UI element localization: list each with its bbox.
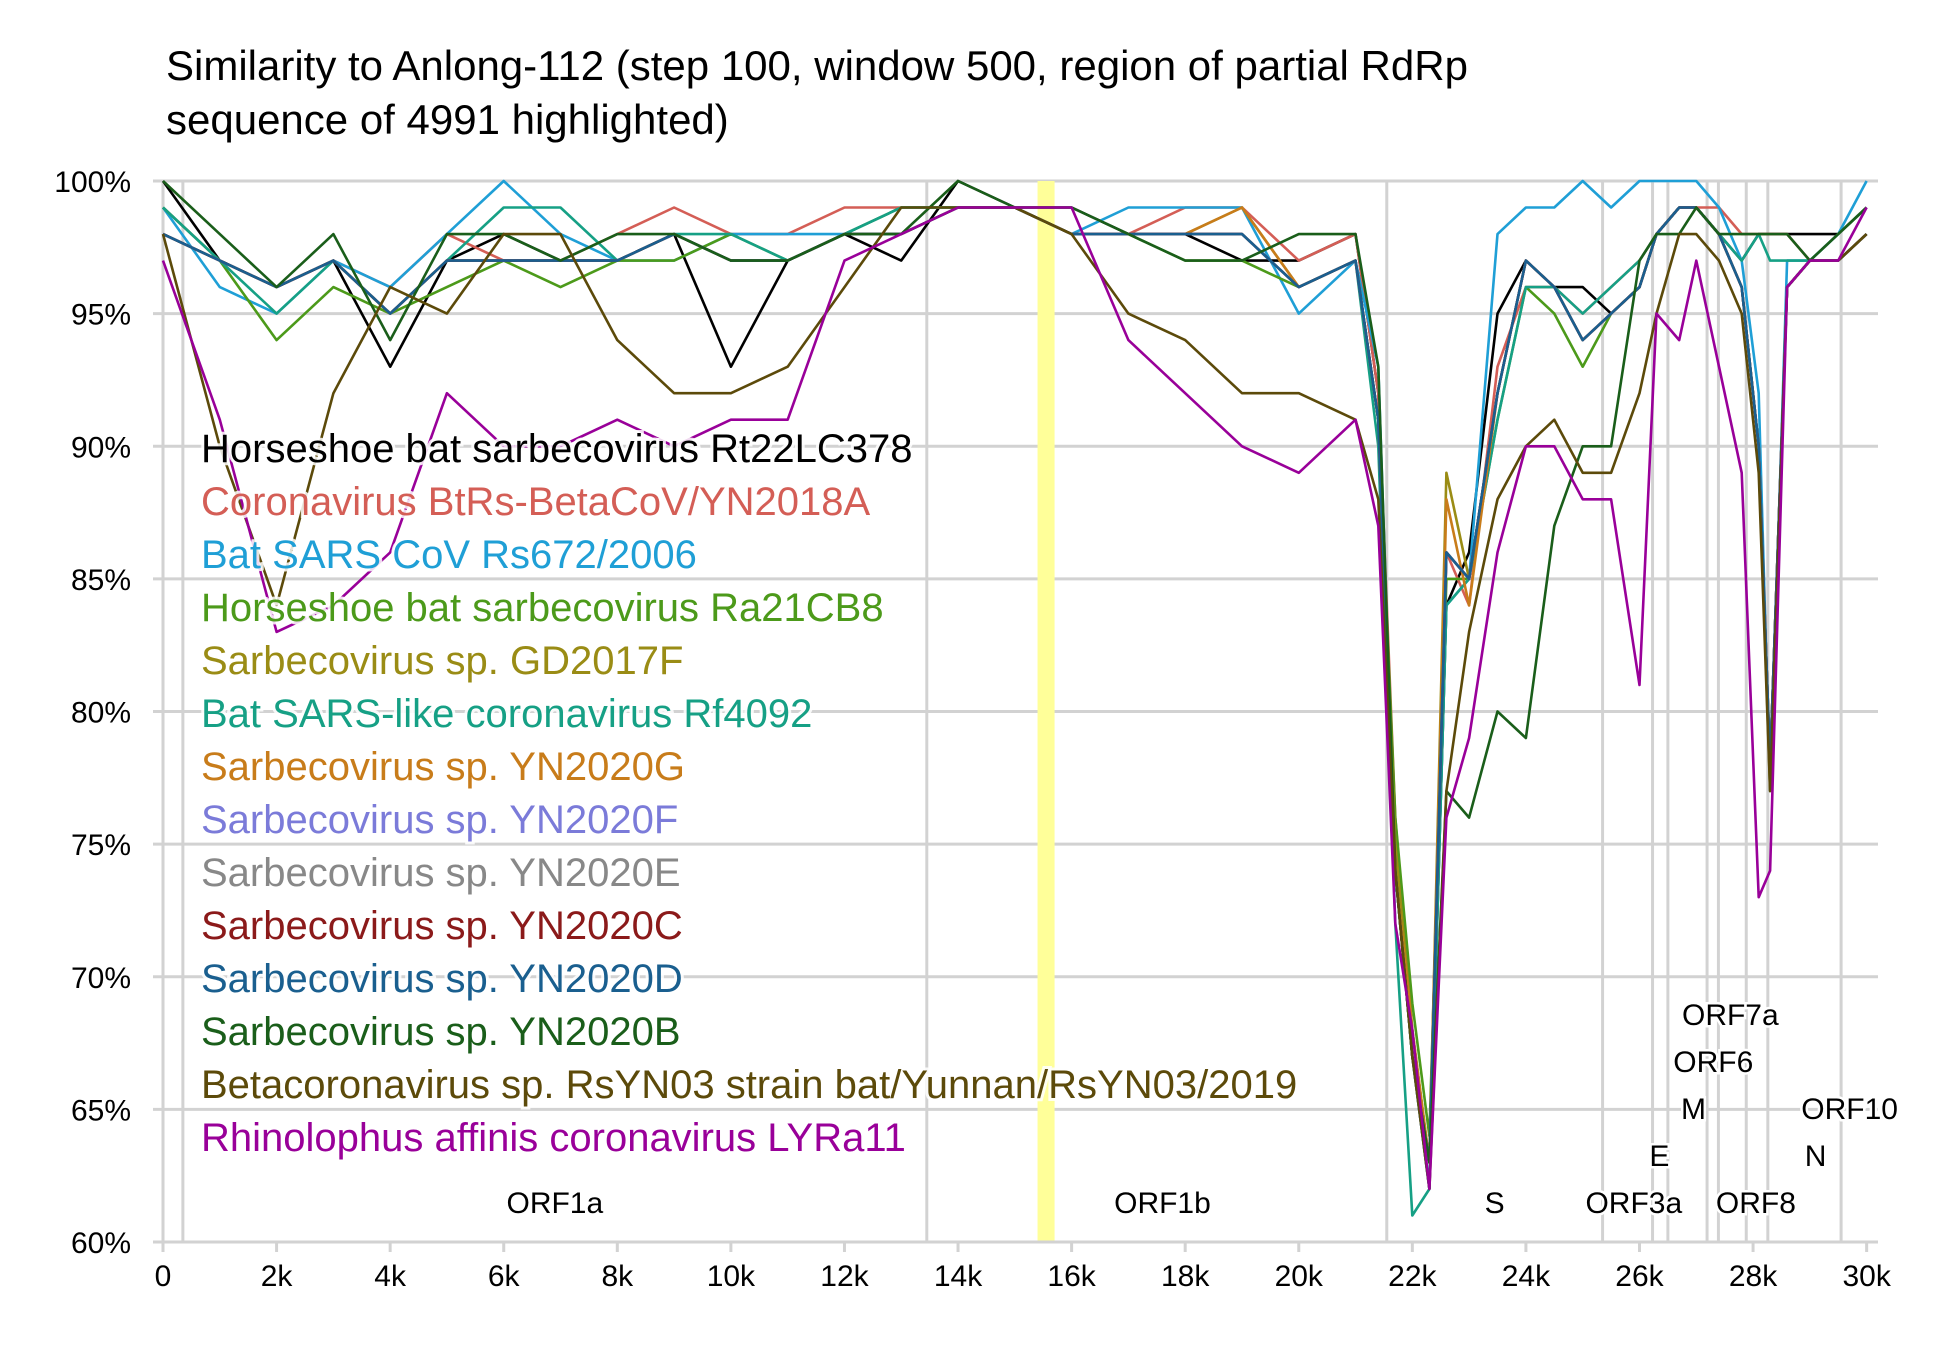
gene-label: ORF8 <box>1716 1187 1796 1220</box>
legend-entry: Coronavirus BtRs-BetaCoV/YN2018A <box>201 480 871 524</box>
legend-entry: Sarbecovirus sp. YN2020F <box>201 798 678 842</box>
gene-label: ORF7a <box>1682 999 1779 1032</box>
legend-entry: Sarbecovirus sp. GD2017F <box>201 639 683 683</box>
series-layer <box>161 179 1868 1217</box>
y-tick-label: 90% <box>71 431 131 464</box>
y-tick-label: 75% <box>71 829 131 862</box>
chart-title: Similarity to Anlong-112 (step 100, wind… <box>166 42 1468 143</box>
legend-entry: Sarbecovirus sp. YN2020E <box>201 851 681 895</box>
y-tick-label: 70% <box>71 962 131 995</box>
y-tick-label: 60% <box>71 1227 131 1260</box>
y-tick-label: 95% <box>71 299 131 332</box>
x-tick-label: 8k <box>601 1260 634 1293</box>
gene-label: S <box>1485 1187 1505 1220</box>
x-tick-label: 20k <box>1275 1260 1324 1293</box>
legend-entry: Horseshoe bat sarbecovirus Rt22LC378 <box>201 427 913 471</box>
x-tick-label: 22k <box>1388 1260 1437 1293</box>
gene-label: E <box>1649 1140 1669 1173</box>
legend-entry: Rhinolophus affinis coronavirus LYRa11 <box>201 1116 906 1160</box>
gene-labels: ORF1a ORF1b S ORF3a EM ORF6 ORF7a ORF8 N ORF10 <box>504 997 1900 1223</box>
x-tick-label: 4k <box>374 1260 407 1293</box>
x-tick-label: 30k <box>1842 1260 1891 1293</box>
gene-label: N <box>1805 1140 1827 1173</box>
legend-entry: Sarbecovirus sp. YN2020G <box>201 745 685 789</box>
gene-label: M <box>1681 1093 1706 1126</box>
x-tick-label: 6k <box>488 1260 521 1293</box>
series-line-13 <box>161 206 1868 1191</box>
rdrp-highlight-band <box>1037 181 1055 1242</box>
legend-entry: Horseshoe bat sarbecovirus Ra21CB8 <box>201 586 884 630</box>
x-tick-label: 18k <box>1161 1260 1210 1293</box>
x-tick-label: 28k <box>1729 1260 1778 1293</box>
gene-label: ORF1b <box>1114 1187 1211 1220</box>
y-tick-label: 80% <box>71 697 131 730</box>
x-tick-label: 14k <box>934 1260 983 1293</box>
gene-label: ORF10 <box>1801 1093 1898 1126</box>
x-tick-label: 26k <box>1615 1260 1664 1293</box>
x-tick-label: 0 <box>155 1260 172 1293</box>
chart-title-line-1: Similarity to Anlong-112 (step 100, wind… <box>166 42 1468 89</box>
legend-entry: Sarbecovirus sp. YN2020C <box>201 904 683 948</box>
x-tick-label: 16k <box>1047 1260 1096 1293</box>
rdrp-highlight-layer <box>1037 181 1055 1242</box>
gene-label: ORF6 <box>1673 1046 1753 1079</box>
x-tick-label: 2k <box>261 1260 294 1293</box>
y-tick-label: 100% <box>54 166 131 199</box>
legend-entry: Bat SARS CoV Rs672/2006 <box>201 533 697 577</box>
legend-entry: Betacoronavirus sp. RsYN03 strain bat/Yu… <box>201 1063 1297 1107</box>
gene-label: ORF1a <box>506 1187 603 1220</box>
grid-layer <box>163 179 1878 1244</box>
series-line-12 <box>162 179 1868 1164</box>
legend-entry: Sarbecovirus sp. YN2020D <box>201 957 683 1001</box>
legend-entry: Sarbecovirus sp. YN2020B <box>201 1010 681 1054</box>
legend-entry: Bat SARS-like coronavirus Rf4092 <box>201 692 812 736</box>
y-tick-label: 85% <box>71 564 131 597</box>
series-line-14 <box>161 206 1868 1191</box>
x-tick-label: 12k <box>820 1260 869 1293</box>
y-tick-label: 65% <box>71 1094 131 1127</box>
x-tick-label: 24k <box>1502 1260 1551 1293</box>
legend: Horseshoe bat sarbecovirus Rt22LC378 Coro… <box>198 424 1300 1163</box>
axis-layer: 0 2k 4k 6k 8k 10k 12k 14k 16k 18k 20k 22k 24k 26k 28k 3… <box>54 166 1892 1293</box>
gene-label: ORF3a <box>1585 1187 1682 1220</box>
x-tick-label: 10k <box>707 1260 756 1293</box>
chart-title-line-2: sequence of 4991 highlighted) <box>166 96 729 143</box>
